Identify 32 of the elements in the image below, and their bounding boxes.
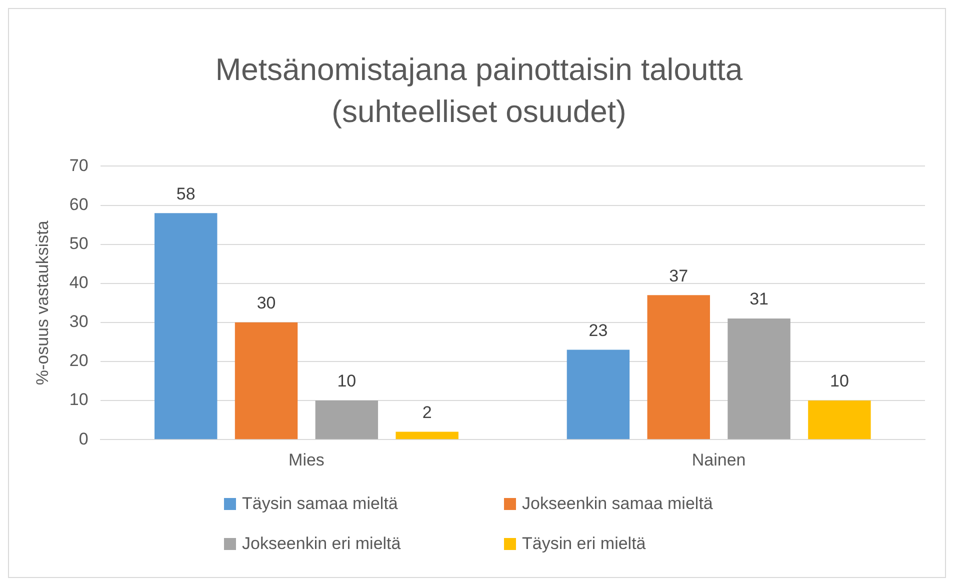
bar: [728, 318, 790, 440]
y-axis-title: %-osuus vastauksista: [32, 220, 52, 386]
legend-label: Jokseenkin samaa mieltä: [522, 494, 713, 514]
legend-label: Jokseenkin eri mieltä: [242, 534, 401, 554]
y-tick-label: 20: [69, 351, 88, 370]
data-label: 10: [337, 372, 356, 391]
bar: [647, 295, 710, 440]
chart-title: Metsänomistajana painottaisin taloutta (suhteelliset osuudet): [214, 51, 744, 131]
legend-label: Täysin eri mieltä: [522, 534, 646, 554]
data-label: 31: [750, 290, 768, 309]
y-tick-label: 50: [69, 234, 88, 253]
data-label: 30: [256, 294, 276, 313]
data-label: 2: [422, 402, 432, 422]
y-tick-label: 10: [69, 390, 88, 410]
x-tick-label: Nainen: [692, 450, 746, 470]
y-tick-label: 70: [69, 156, 88, 175]
y-tick-label: 40: [69, 273, 88, 292]
y-tick-label: 0: [78, 429, 88, 448]
bar: [396, 432, 458, 440]
x-tick-label: Mies: [288, 450, 324, 470]
bar: [808, 400, 871, 440]
bar: [234, 322, 298, 440]
y-tick-label: 30: [69, 312, 88, 332]
bar: [315, 400, 378, 440]
data-label: 10: [830, 372, 849, 391]
bar: [566, 350, 630, 440]
legend-label: Täysin samaa mieltä: [242, 494, 398, 514]
data-label: 23: [588, 320, 608, 340]
y-tick-label: 60: [69, 194, 88, 214]
bar: [154, 213, 218, 440]
data-label: 37: [669, 266, 688, 286]
data-label: 58: [176, 184, 196, 204]
